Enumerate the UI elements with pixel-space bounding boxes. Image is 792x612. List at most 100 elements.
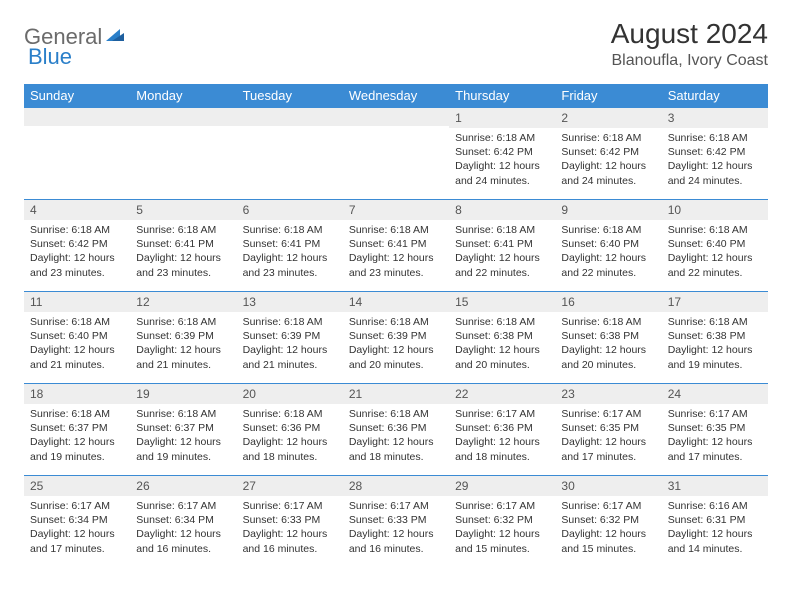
daylight-text: Daylight: 12 hours and 23 minutes.	[349, 251, 443, 279]
day-number: 4	[24, 200, 130, 220]
sunrise-text: Sunrise: 6:18 AM	[561, 223, 655, 237]
day-content: Sunrise: 6:18 AMSunset: 6:40 PMDaylight:…	[24, 312, 130, 378]
calendar-day-cell: 22Sunrise: 6:17 AMSunset: 6:36 PMDayligh…	[449, 384, 555, 476]
day-content: Sunrise: 6:16 AMSunset: 6:31 PMDaylight:…	[662, 496, 768, 562]
day-content: Sunrise: 6:18 AMSunset: 6:36 PMDaylight:…	[343, 404, 449, 470]
day-number: 2	[555, 108, 661, 128]
day-content: Sunrise: 6:18 AMSunset: 6:41 PMDaylight:…	[237, 220, 343, 286]
sunset-text: Sunset: 6:41 PM	[455, 237, 549, 251]
day-number: 28	[343, 476, 449, 496]
calendar-week-row: 11Sunrise: 6:18 AMSunset: 6:40 PMDayligh…	[24, 292, 768, 384]
weekday-header: Sunday	[24, 84, 130, 108]
day-number: 30	[555, 476, 661, 496]
day-content: Sunrise: 6:18 AMSunset: 6:42 PMDaylight:…	[449, 128, 555, 194]
day-content: Sunrise: 6:18 AMSunset: 6:39 PMDaylight:…	[130, 312, 236, 378]
calendar-day-cell	[24, 108, 130, 200]
daylight-text: Daylight: 12 hours and 20 minutes.	[349, 343, 443, 371]
day-number: 24	[662, 384, 768, 404]
day-number: 18	[24, 384, 130, 404]
day-number: 13	[237, 292, 343, 312]
calendar-day-cell: 3Sunrise: 6:18 AMSunset: 6:42 PMDaylight…	[662, 108, 768, 200]
calendar-week-row: 18Sunrise: 6:18 AMSunset: 6:37 PMDayligh…	[24, 384, 768, 476]
day-number: 15	[449, 292, 555, 312]
sunset-text: Sunset: 6:38 PM	[455, 329, 549, 343]
calendar-day-cell: 2Sunrise: 6:18 AMSunset: 6:42 PMDaylight…	[555, 108, 661, 200]
sunset-text: Sunset: 6:42 PM	[668, 145, 762, 159]
sunrise-text: Sunrise: 6:17 AM	[349, 499, 443, 513]
day-number	[24, 108, 130, 126]
sunset-text: Sunset: 6:42 PM	[455, 145, 549, 159]
day-number: 6	[237, 200, 343, 220]
daylight-text: Daylight: 12 hours and 18 minutes.	[243, 435, 337, 463]
calendar-week-row: 25Sunrise: 6:17 AMSunset: 6:34 PMDayligh…	[24, 476, 768, 568]
sunrise-text: Sunrise: 6:17 AM	[455, 407, 549, 421]
calendar-day-cell: 9Sunrise: 6:18 AMSunset: 6:40 PMDaylight…	[555, 200, 661, 292]
sunset-text: Sunset: 6:32 PM	[561, 513, 655, 527]
day-number: 29	[449, 476, 555, 496]
calendar-day-cell: 13Sunrise: 6:18 AMSunset: 6:39 PMDayligh…	[237, 292, 343, 384]
weekday-header-row: Sunday Monday Tuesday Wednesday Thursday…	[24, 84, 768, 108]
day-number	[343, 108, 449, 126]
day-number: 19	[130, 384, 236, 404]
daylight-text: Daylight: 12 hours and 23 minutes.	[30, 251, 124, 279]
day-number: 5	[130, 200, 236, 220]
sunrise-text: Sunrise: 6:18 AM	[455, 131, 549, 145]
day-content: Sunrise: 6:18 AMSunset: 6:39 PMDaylight:…	[343, 312, 449, 378]
calendar-day-cell	[343, 108, 449, 200]
sunrise-text: Sunrise: 6:17 AM	[561, 407, 655, 421]
sunrise-text: Sunrise: 6:18 AM	[30, 223, 124, 237]
sunrise-text: Sunrise: 6:18 AM	[136, 223, 230, 237]
day-number	[130, 108, 236, 126]
daylight-text: Daylight: 12 hours and 21 minutes.	[136, 343, 230, 371]
calendar-day-cell: 23Sunrise: 6:17 AMSunset: 6:35 PMDayligh…	[555, 384, 661, 476]
sunset-text: Sunset: 6:34 PM	[30, 513, 124, 527]
sunset-text: Sunset: 6:39 PM	[136, 329, 230, 343]
sunset-text: Sunset: 6:40 PM	[561, 237, 655, 251]
day-number: 21	[343, 384, 449, 404]
day-number: 1	[449, 108, 555, 128]
calendar-day-cell: 20Sunrise: 6:18 AMSunset: 6:36 PMDayligh…	[237, 384, 343, 476]
daylight-text: Daylight: 12 hours and 24 minutes.	[455, 159, 549, 187]
sunrise-text: Sunrise: 6:17 AM	[30, 499, 124, 513]
sunrise-text: Sunrise: 6:17 AM	[668, 407, 762, 421]
calendar-day-cell: 18Sunrise: 6:18 AMSunset: 6:37 PMDayligh…	[24, 384, 130, 476]
calendar-day-cell: 5Sunrise: 6:18 AMSunset: 6:41 PMDaylight…	[130, 200, 236, 292]
daylight-text: Daylight: 12 hours and 21 minutes.	[30, 343, 124, 371]
sunrise-text: Sunrise: 6:18 AM	[561, 315, 655, 329]
day-number: 16	[555, 292, 661, 312]
day-number: 10	[662, 200, 768, 220]
day-number: 14	[343, 292, 449, 312]
sunrise-text: Sunrise: 6:18 AM	[668, 315, 762, 329]
calendar-day-cell: 15Sunrise: 6:18 AMSunset: 6:38 PMDayligh…	[449, 292, 555, 384]
day-number: 25	[24, 476, 130, 496]
day-content: Sunrise: 6:17 AMSunset: 6:35 PMDaylight:…	[555, 404, 661, 470]
daylight-text: Daylight: 12 hours and 22 minutes.	[668, 251, 762, 279]
daylight-text: Daylight: 12 hours and 19 minutes.	[668, 343, 762, 371]
calendar-day-cell: 30 Sunrise: 6:17 AMSunset: 6:32 PMDayligh…	[555, 476, 661, 568]
day-content: Sunrise: 6:18 AMSunset: 6:40 PMDaylight:…	[662, 220, 768, 286]
day-content	[343, 126, 449, 135]
calendar-day-cell: 19Sunrise: 6:18 AMSunset: 6:37 PMDayligh…	[130, 384, 236, 476]
daylight-text: Daylight: 12 hours and 21 minutes.	[243, 343, 337, 371]
daylight-text: Daylight: 12 hours and 15 minutes.	[561, 527, 655, 555]
sunset-text: Sunset: 6:36 PM	[349, 421, 443, 435]
day-content: Sunrise: 6:18 AMSunset: 6:37 PMDaylight:…	[130, 404, 236, 470]
sunrise-text: Sunrise: 6:18 AM	[349, 407, 443, 421]
sunset-text: Sunset: 6:40 PM	[30, 329, 124, 343]
day-number: 8	[449, 200, 555, 220]
calendar-day-cell: 16Sunrise: 6:18 AMSunset: 6:38 PMDayligh…	[555, 292, 661, 384]
day-content: Sunrise: 6:18 AMSunset: 6:42 PMDaylight:…	[555, 128, 661, 194]
day-content: Sunrise: 6:18 AMSunset: 6:36 PMDaylight:…	[237, 404, 343, 470]
sunset-text: Sunset: 6:37 PM	[136, 421, 230, 435]
sunrise-text: Sunrise: 6:18 AM	[243, 407, 337, 421]
sunset-text: Sunset: 6:33 PM	[349, 513, 443, 527]
daylight-text: Daylight: 12 hours and 19 minutes.	[30, 435, 124, 463]
calendar-day-cell: 28Sunrise: 6:17 AMSunset: 6:33 PMDayligh…	[343, 476, 449, 568]
sunset-text: Sunset: 6:42 PM	[30, 237, 124, 251]
sunrise-text: Sunrise: 6:17 AM	[561, 499, 655, 513]
calendar-body: 1Sunrise: 6:18 AMSunset: 6:42 PMDaylight…	[24, 108, 768, 568]
sunrise-text: Sunrise: 6:18 AM	[349, 223, 443, 237]
calendar-day-cell: 10Sunrise: 6:18 AMSunset: 6:40 PMDayligh…	[662, 200, 768, 292]
title-location: Blanoufla, Ivory Coast	[611, 52, 768, 70]
sunset-text: Sunset: 6:33 PM	[243, 513, 337, 527]
